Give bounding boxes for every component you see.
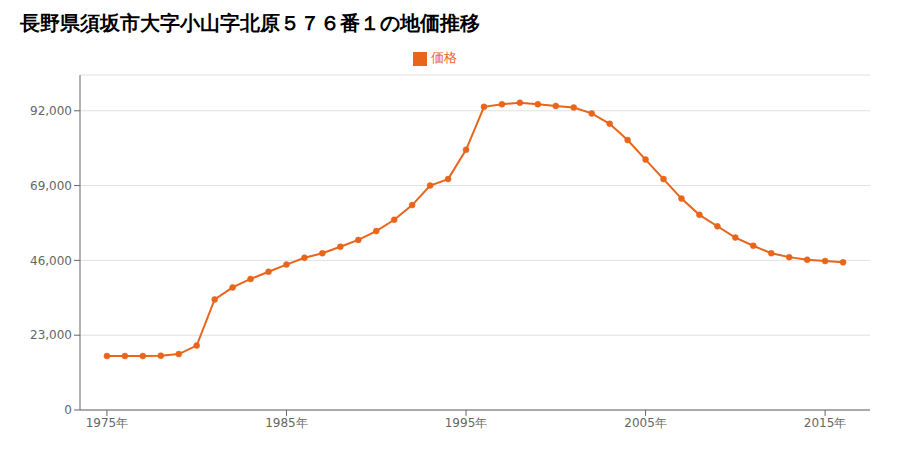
svg-text:2005年: 2005年: [624, 416, 667, 430]
svg-text:1995年: 1995年: [445, 416, 488, 430]
svg-text:1985年: 1985年: [265, 416, 308, 430]
svg-text:23,000: 23,000: [30, 328, 72, 342]
html-text:価格: 価格: [431, 50, 457, 65]
svg-text:46,000: 46,000: [30, 254, 72, 268]
svg-text:92,000: 92,000: [30, 104, 72, 118]
svg-text:2015年: 2015年: [804, 416, 847, 430]
svg-text:0: 0: [64, 403, 72, 417]
svg-text:1975年: 1975年: [86, 416, 129, 430]
svg-text:69,000: 69,000: [30, 179, 72, 193]
html-text:長野県須坂市大字小山字北原５７６番１の地価推移: 長野県須坂市大字小山字北原５７６番１の地価推移: [20, 11, 480, 35]
